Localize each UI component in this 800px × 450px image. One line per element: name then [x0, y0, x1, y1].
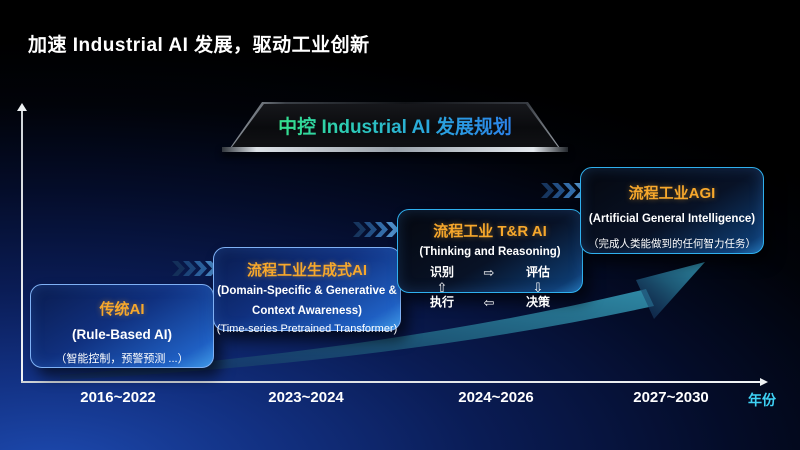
- roadmap-banner-title: 中控 Industrial AI 发展规划: [278, 112, 512, 139]
- period-label-1: 2016~2022: [80, 389, 156, 406]
- stage-detail: （完成人类能做到的任何智力任务）: [588, 238, 756, 250]
- stage-subtitle-line1: (Domain-Specific & Generative &: [217, 285, 397, 297]
- roadmap-banner-face: 中控 Industrial AI 发展规划: [232, 104, 558, 147]
- axis-unit-label: 年份: [748, 392, 776, 408]
- cycle-step-execute: 执行: [429, 295, 454, 309]
- stage-subtitle: (Artificial General Intelligence): [588, 213, 756, 225]
- period-label-4: 2027~2030: [633, 389, 709, 406]
- stage-box-tr-ai: 流程工业 T&R AI (Thinking and Reasoning) 识别 …: [397, 209, 583, 310]
- stage-box-agi: 流程工业AGI (Artificial General Intelligence…: [580, 167, 764, 254]
- period-label-2: 2023~2024: [268, 389, 344, 406]
- x-axis-line: [21, 381, 762, 383]
- stage-title: 传统AI: [99, 301, 145, 318]
- arrow-up-hollow-icon: ⇧: [436, 280, 448, 295]
- roadmap-banner-base-edge: [222, 147, 568, 152]
- arrow-right-hollow-icon: ⇨: [483, 265, 495, 280]
- stage-box-generative-ai: 流程工业生成式AI (Domain-Specific & Generative …: [213, 247, 401, 335]
- arrow-down-hollow-icon: ⇩: [532, 280, 544, 295]
- x-axis-arrowhead-icon: [760, 378, 768, 386]
- roadmap-banner: 中控 Industrial AI 发展规划: [230, 102, 560, 148]
- slide-title: 加速 Industrial AI 发展，驱动工业创新: [28, 35, 370, 56]
- period-label-3: 2024~2026: [458, 389, 534, 406]
- cycle-step-evaluate: 评估: [525, 265, 550, 279]
- y-axis-line: [21, 110, 23, 383]
- y-axis-arrowhead-icon: [17, 103, 27, 111]
- stage-subtitle-line2: Context Awareness): [252, 305, 362, 317]
- stage-title: 流程工业AGI: [628, 185, 716, 202]
- growth-arrow-head: [636, 262, 705, 319]
- cycle-step-recognize: 识别: [429, 265, 454, 279]
- reasoning-cycle-diagram: 识别 ⇨ 评估 ⇧ ⇩ 执行 ⇦ 决策: [398, 264, 582, 310]
- stage-title: 流程工业 T&R AI: [433, 223, 547, 240]
- chevron-right-icon: [353, 222, 399, 237]
- cycle-step-decide: 决策: [525, 295, 550, 309]
- arrow-left-hollow-icon: ⇦: [483, 295, 495, 310]
- stage-detail: （智能控制，预警预测 ...）: [55, 353, 189, 365]
- stage-box-traditional-ai: 传统AI (Rule-Based AI) （智能控制，预警预测 ...）: [30, 284, 214, 368]
- stage-detail: (Time-series Pretrained Transformer): [216, 323, 398, 335]
- stage-subtitle: (Thinking and Reasoning): [419, 246, 561, 258]
- stage-title: 流程工业生成式AI: [246, 262, 367, 279]
- cycle-spacer: [468, 280, 510, 295]
- stage-subtitle: (Rule-Based AI): [71, 327, 172, 342]
